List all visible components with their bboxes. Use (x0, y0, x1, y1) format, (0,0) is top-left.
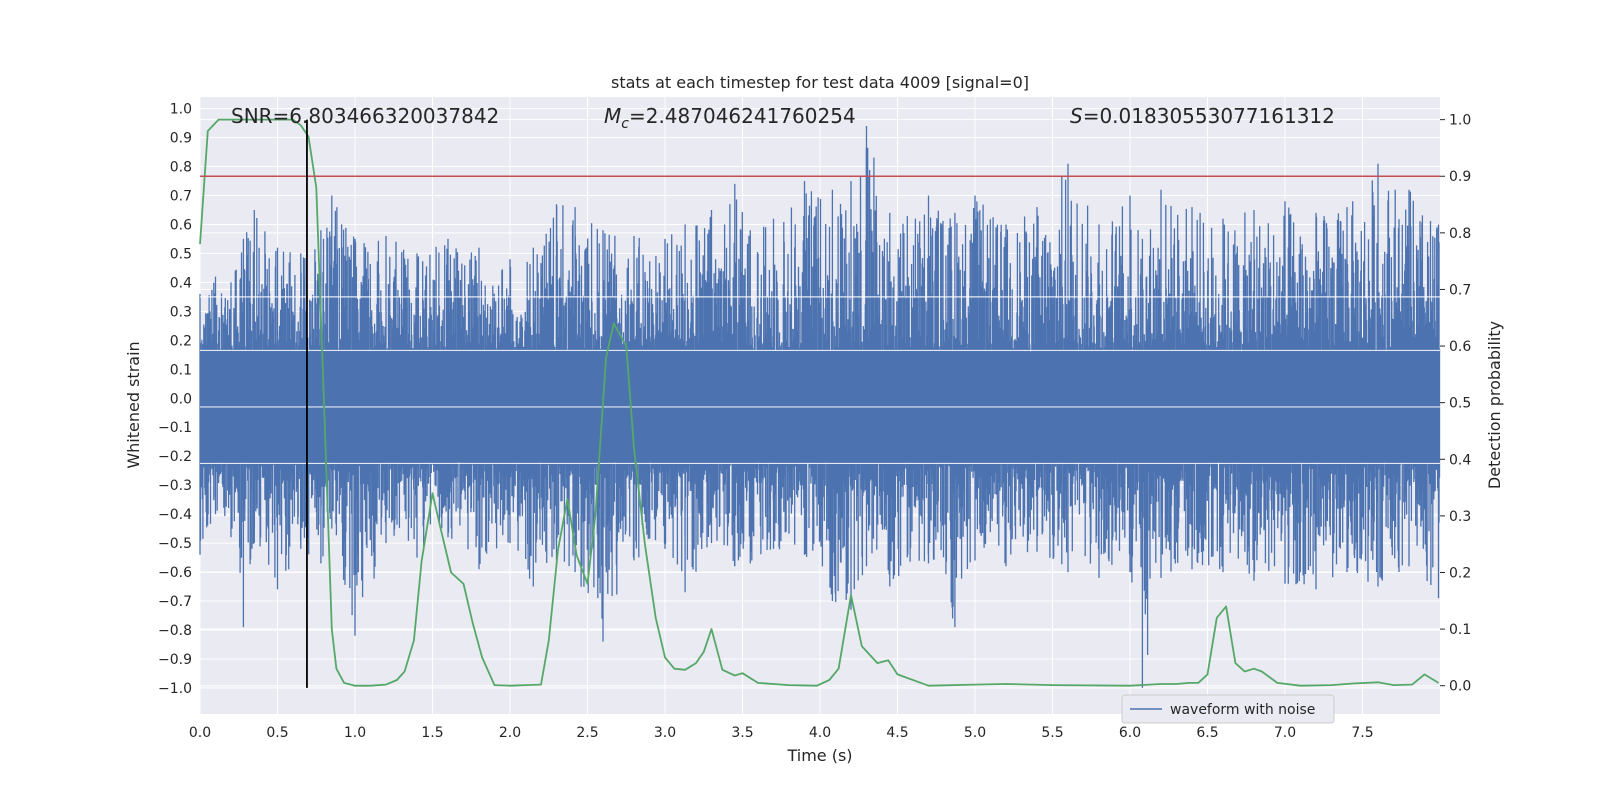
s-symbol: S (1070, 104, 1083, 128)
y-right-tick-label: 0.3 (1449, 509, 1471, 525)
x-tick-label: 5.5 (1041, 725, 1063, 741)
y-left-tick-label: −0.7 (158, 594, 192, 610)
chirp-mass-subscript: c (621, 116, 629, 132)
y-axis-label-right: Detection probability (1485, 321, 1504, 489)
y-right-tick-label: 0.9 (1449, 169, 1471, 185)
y-left-tick-label: −1.0 (158, 681, 192, 697)
snr-annotation: SNR=6.803466320037842 (231, 104, 499, 128)
x-tick-label: 7.0 (1274, 725, 1296, 741)
chart-title: stats at each timestep for test data 400… (611, 73, 1029, 92)
y-left-tick-label: 0.9 (170, 131, 192, 147)
chirp-mass-annotation: Mc=2.487046241760254 (604, 104, 856, 132)
y-right-tick-label: 0.8 (1449, 226, 1471, 242)
x-tick-label: 1.5 (421, 725, 443, 741)
x-axis-ticks: 0.0 0.5 1.0 1.5 2.0 2.5 3.0 3.5 4.0 4.5 5.0 5.5 6.0 6… (189, 725, 1374, 741)
y-left-tick-label: 0.4 (170, 275, 192, 291)
y-right-tick-label: 0.2 (1449, 565, 1471, 581)
y-left-tick-label: 0.7 (170, 188, 192, 204)
reference-lines (200, 119, 1440, 688)
y-left-tick-label: −0.2 (158, 449, 192, 465)
y-right-tick-label: 0.7 (1449, 282, 1471, 298)
y-left-tick-label: 1.0 (170, 102, 192, 118)
x-tick-label: 3.0 (654, 725, 676, 741)
chirp-mass-value: =2.487046241760254 (629, 104, 856, 128)
y-left-tick-label: −0.1 (158, 420, 192, 436)
y-right-tick-label: 0.1 (1449, 622, 1471, 638)
x-tick-label: 4.5 (886, 725, 908, 741)
y-right-tick-label: 0.5 (1449, 396, 1471, 412)
x-tick-label: 6.0 (1119, 725, 1141, 741)
y-left-tick-label: 0.6 (170, 217, 192, 233)
s-annotation: S=0.01830553077161312 (1070, 104, 1335, 128)
probability-series (199, 118, 1439, 687)
x-tick-label: 6.5 (1196, 725, 1218, 741)
y-left-tick-label: −0.5 (158, 536, 192, 552)
y-left-tick-label: 0.2 (170, 333, 192, 349)
x-tick-label: 3.5 (731, 725, 753, 741)
x-tick-label: 1.0 (344, 725, 366, 741)
right-axis-ticks: 1.0 0.9 0.8 0.7 0.6 0.5 0.4 0.3 0.2 0.1 0.0 (1440, 113, 1471, 695)
s-value: =0.01830553077161312 (1083, 104, 1335, 128)
y-left-tick-label: −0.3 (158, 478, 192, 494)
y-left-tick-label: 0.1 (170, 362, 192, 378)
waveform-series (199, 126, 1441, 688)
y-right-tick-label: 0.4 (1449, 452, 1471, 468)
x-tick-label: 7.5 (1351, 725, 1373, 741)
y-left-tick-label: 0.0 (170, 391, 192, 407)
x-tick-label: 4.0 (809, 725, 831, 741)
x-tick-label: 5.0 (964, 725, 986, 741)
left-axis-ticks: 1.0 0.9 0.8 0.7 0.6 0.5 0.4 0.3 0.2 0.1 0.0 −0.1 −0.… (158, 102, 192, 697)
y-right-tick-label: 0.6 (1449, 339, 1471, 355)
y-left-tick-label: −0.8 (158, 623, 192, 639)
y-axis-label-left: Whitened strain (124, 341, 143, 468)
legend-label: waveform with noise (1170, 702, 1315, 718)
chirp-mass-symbol: M (604, 104, 621, 128)
y-left-tick-label: −0.6 (158, 565, 192, 581)
x-tick-label: 2.5 (576, 725, 598, 741)
x-tick-label: 2.0 (499, 725, 521, 741)
x-tick-label: 0.5 (266, 725, 288, 741)
legend-box (1121, 694, 1335, 724)
detection-probability-line (199, 118, 1439, 687)
legend: waveform with noise (1121, 694, 1335, 724)
y-left-tick-label: 0.3 (170, 304, 192, 320)
y-left-tick-label: 0.5 (170, 246, 192, 262)
y-left-tick-label: −0.9 (158, 652, 192, 668)
x-axis-label: Time (s) (786, 746, 852, 765)
waveform-line (199, 126, 1441, 688)
y-right-tick-label: 0.0 (1449, 679, 1471, 695)
x-tick-label: 0.0 (189, 725, 211, 741)
y-right-tick-label: 1.0 (1449, 113, 1471, 129)
y-left-tick-label: 0.8 (170, 160, 192, 176)
y-left-tick-label: −0.4 (158, 507, 192, 523)
